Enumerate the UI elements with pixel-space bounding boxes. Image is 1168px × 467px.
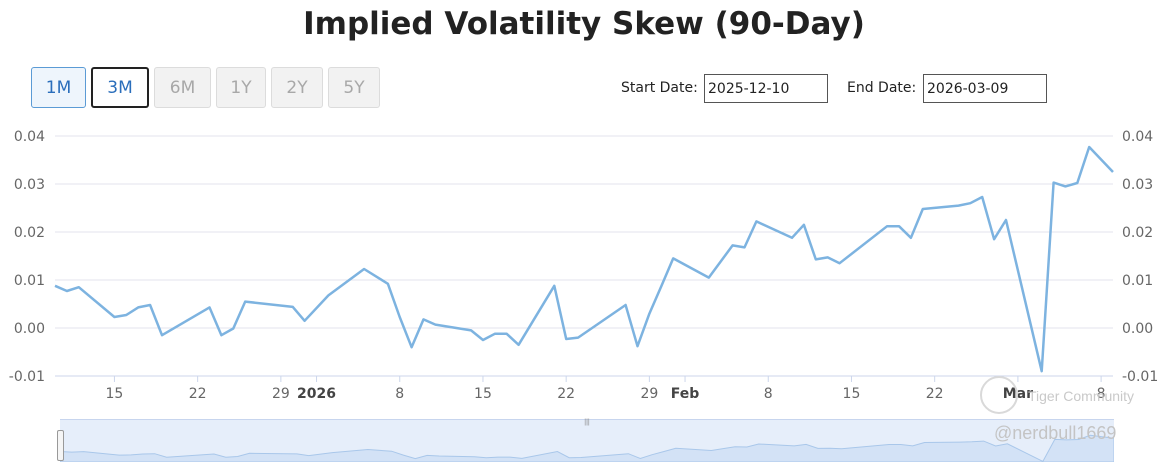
x-tick-label: 8 — [764, 386, 773, 402]
y-tick-label-left: 0.03 — [14, 177, 45, 193]
x-tick-label: 29 — [272, 386, 290, 402]
y-tick-label-left: 0.00 — [14, 321, 45, 337]
series-line — [55, 147, 1113, 371]
x-tick-label: 2026 — [297, 386, 336, 402]
y-tick-label-right: 0.00 — [1122, 321, 1153, 337]
y-tick-label-left: 0.01 — [14, 273, 45, 289]
x-tick-label: 15 — [106, 386, 124, 402]
x-tick-label: 22 — [557, 386, 575, 402]
navigator-left-handle[interactable] — [57, 430, 64, 461]
y-tick-label-right: 0.02 — [1122, 225, 1153, 241]
navigator-area — [60, 435, 1114, 462]
x-tick-label: 29 — [640, 386, 658, 402]
y-tick-label-right: -0.01 — [1122, 369, 1158, 385]
x-tick-label: 22 — [189, 386, 207, 402]
watermark-brand: Tiger Community — [1028, 388, 1134, 404]
x-tick-label: 22 — [926, 386, 944, 402]
y-tick-label-right: 0.03 — [1122, 177, 1153, 193]
navigator-grip-icon[interactable]: ||| — [580, 419, 594, 426]
x-tick-label: Feb — [671, 386, 700, 402]
watermark-handle: @nerdbull1669 — [994, 423, 1116, 444]
y-tick-label-right: 0.01 — [1122, 273, 1153, 289]
x-tick-label: 8 — [395, 386, 404, 402]
tiger-logo-icon — [980, 376, 1018, 414]
x-tick-label: 15 — [843, 386, 861, 402]
y-tick-label-right: 0.04 — [1122, 129, 1153, 145]
x-tick-label: 15 — [474, 386, 492, 402]
y-tick-label-left: -0.01 — [9, 369, 45, 385]
y-tick-label-left: 0.02 — [14, 225, 45, 241]
navigator-mini-series — [60, 420, 1114, 462]
y-tick-label-left: 0.04 — [14, 129, 45, 145]
